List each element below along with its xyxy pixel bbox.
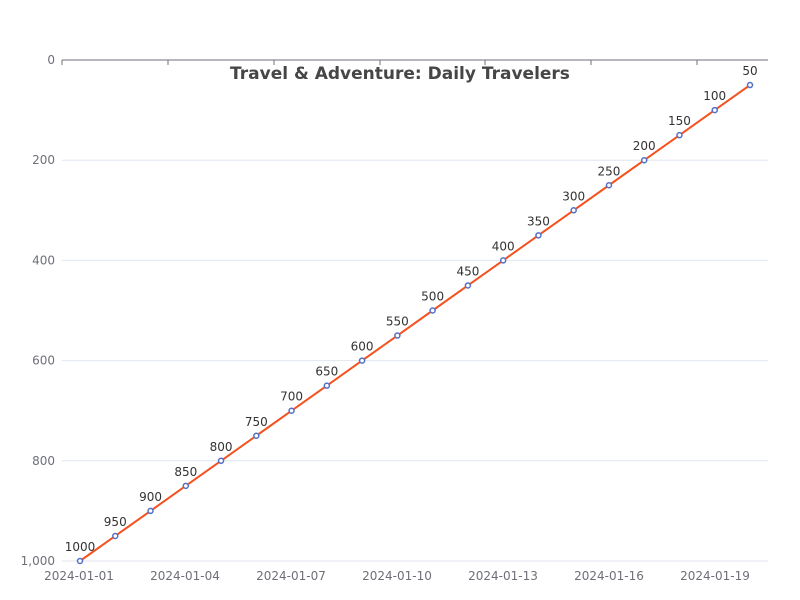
data-point [323,382,331,389]
data-label: 100 [703,89,726,103]
data-label: 250 [597,164,620,178]
data-point [394,332,401,339]
data-label: 450 [456,264,479,278]
data-label: 50 [742,64,757,78]
data-point [358,357,366,364]
data-point [182,482,190,490]
y-tick-label: 600 [32,354,55,368]
data-label: 550 [386,315,409,329]
y-tick-label: 0 [47,53,55,67]
data-point [217,457,225,465]
data-label: 600 [351,340,374,354]
data-label: 650 [315,365,338,379]
x-tick-label: 2024-01-16 [574,569,644,583]
x-tick-label: 2024-01-19 [680,569,750,583]
data-label: 750 [245,415,268,429]
data-point [147,507,154,515]
data-label: 300 [562,189,585,203]
data-point [76,557,84,565]
y-tick-label: 1,000 [21,554,55,568]
data-point [429,307,436,314]
data-label: 950 [104,515,127,529]
data-label: 150 [668,114,691,128]
data-label: 1000 [65,540,96,554]
data-point [535,232,542,239]
series-layer: 1000 950 900 850 800 750 700 650 600 550 500 450 400… [65,64,758,565]
data-label: 800 [210,440,233,454]
y-tick-label: 800 [32,454,55,468]
data-point [112,532,119,540]
series-line [79,84,751,562]
data-point [676,131,683,139]
data-point [640,156,648,164]
data-label: 400 [492,239,515,253]
grid-lines [62,159,768,562]
data-label: 700 [280,390,303,404]
data-point [570,207,577,214]
data-label: 900 [139,490,162,504]
data-point [288,407,295,414]
y-tick-label: 400 [32,253,55,267]
data-point [253,432,260,439]
x-tick-label: 2024-01-07 [256,569,326,583]
data-point [711,106,718,114]
data-point [746,81,754,89]
data-label: 200 [633,139,656,153]
data-label: 500 [421,290,444,304]
x-tick-label: 2024-01-10 [362,569,432,583]
x-tick-label: 2024-01-01 [44,569,114,583]
data-label: 850 [174,465,197,479]
data-point [464,282,472,289]
x-tick-label: 2024-01-04 [150,569,220,583]
data-label: 350 [527,214,550,228]
x-tick-label: 2024-01-13 [468,569,538,583]
data-point [605,182,613,189]
data-point [499,257,507,264]
y-tick-label: 200 [32,153,55,167]
chart-title: Travel & Adventure: Daily Travelers [230,64,570,84]
